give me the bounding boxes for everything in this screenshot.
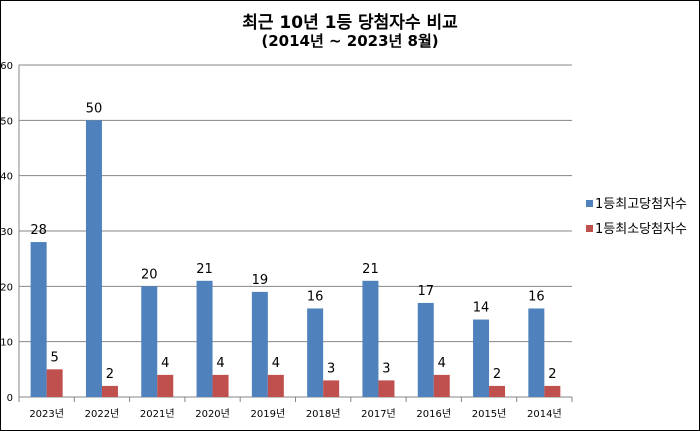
y-tick-label: 20 xyxy=(0,282,13,293)
data-label: 19 xyxy=(252,273,269,288)
bar xyxy=(85,120,102,397)
data-label: 50 xyxy=(86,101,103,116)
data-label: 16 xyxy=(528,289,545,304)
data-label: 5 xyxy=(51,350,59,365)
data-label: 16 xyxy=(307,289,324,304)
chart-title: 최근 10년 1등 당첨자수 비교 xyxy=(242,13,458,33)
y-tick-label: 0 xyxy=(7,393,13,404)
bar xyxy=(323,380,340,397)
bar xyxy=(544,385,561,397)
y-tick-label: 50 xyxy=(0,116,13,127)
bar xyxy=(212,374,229,397)
x-tick-label: 2023년 xyxy=(29,408,64,420)
bar xyxy=(378,380,395,397)
bar xyxy=(267,374,284,397)
bar xyxy=(30,242,47,397)
data-label: 28 xyxy=(30,223,47,238)
data-label: 3 xyxy=(382,361,390,376)
bar xyxy=(251,291,268,397)
x-tick-label: 2020년 xyxy=(195,408,230,420)
bar xyxy=(101,385,118,397)
data-label: 4 xyxy=(216,356,224,371)
data-label: 2 xyxy=(548,367,556,382)
bar xyxy=(196,280,213,397)
bar xyxy=(157,374,174,397)
bar xyxy=(473,319,490,397)
x-tick-label: 2017년 xyxy=(361,408,396,420)
bar xyxy=(141,286,158,397)
bar xyxy=(433,374,450,397)
x-tick-label: 2019년 xyxy=(251,408,286,420)
x-tick-label: 2018년 xyxy=(306,408,341,420)
bar xyxy=(489,385,506,397)
x-tick-label: 2014년 xyxy=(527,408,562,420)
data-label: 2 xyxy=(493,367,501,382)
y-tick-label: 40 xyxy=(0,172,13,183)
legend-label: 1등최고당첨자수 xyxy=(595,197,687,212)
x-tick-label: 2022년 xyxy=(85,408,120,420)
y-tick-label: 30 xyxy=(0,227,13,238)
chart-subtitle: (2014년 ~ 2023년 8월) xyxy=(261,32,439,50)
x-tick-label: 2016년 xyxy=(416,408,451,420)
data-label: 14 xyxy=(473,301,490,316)
data-label: 21 xyxy=(362,262,379,277)
bar xyxy=(417,302,434,397)
data-label: 21 xyxy=(196,262,213,277)
data-label: 20 xyxy=(141,267,158,282)
legend-swatch xyxy=(586,225,593,232)
data-label: 2 xyxy=(106,367,114,382)
data-label: 4 xyxy=(161,356,169,371)
data-label: 4 xyxy=(272,356,280,371)
legend-label: 1등최소당첨자수 xyxy=(595,222,687,237)
x-tick-label: 2021년 xyxy=(140,408,175,420)
data-label: 17 xyxy=(417,284,434,299)
bar xyxy=(46,369,63,397)
bar xyxy=(307,308,324,397)
data-label: 4 xyxy=(438,356,446,371)
x-tick-label: 2015년 xyxy=(472,408,507,420)
legend-swatch xyxy=(586,200,593,207)
bar xyxy=(528,308,545,397)
y-tick-label: 60 xyxy=(0,61,13,72)
bar xyxy=(362,280,379,397)
y-tick-label: 10 xyxy=(0,338,13,349)
data-label: 3 xyxy=(327,361,335,376)
